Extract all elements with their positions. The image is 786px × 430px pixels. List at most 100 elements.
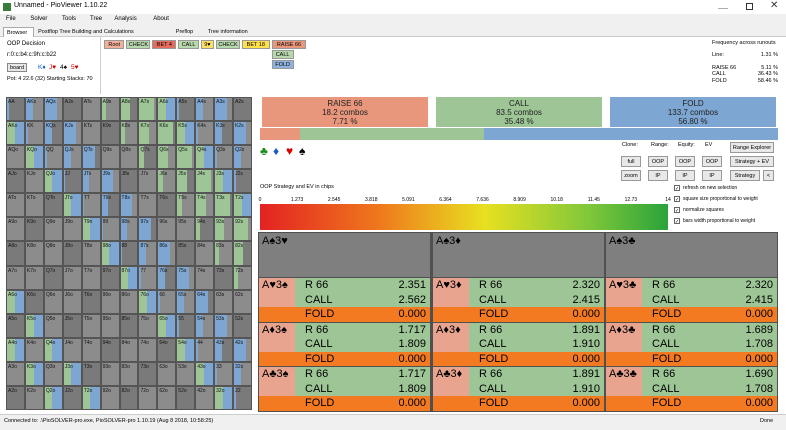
hand-cell[interactable]: 87o [119,265,139,290]
hand-name[interactable]: A♦3♠ [262,323,287,336]
tree-option[interactable]: CALL [271,50,294,59]
hand-cell[interactable]: 96s [157,217,177,242]
hand-cell[interactable]: 94s [195,217,215,242]
hand-cell[interactable]: QTs [81,145,101,170]
suit-filter[interactable]: ♣ [260,144,268,158]
hand-cell[interactable]: 85s [176,241,196,266]
hand-cell[interactable]: QTo [43,193,63,218]
hand-cell[interactable]: 95s [176,217,196,242]
hand-cell[interactable]: 65s [176,289,196,314]
hand-cell[interactable]: A6o [6,289,25,314]
hand-cell[interactable]: 65o [157,313,177,338]
hand-name[interactable]: A♦3♣ [609,323,636,336]
hand-cell[interactable]: QQ [43,145,63,170]
hand-cell[interactable]: AQs [43,97,63,122]
hand-cell[interactable]: T5o [81,313,101,338]
hand-cell[interactable]: 62s [233,289,252,314]
hand-cell[interactable]: 73s [214,265,234,290]
hand-cell[interactable]: Q4o [43,337,63,362]
hand-cell[interactable]: 93s [214,217,234,242]
hand-cell[interactable]: 75s [176,265,196,290]
hand-cell[interactable]: K7o [24,265,44,290]
checkbox[interactable]: ✓ [674,218,680,225]
hand-cell[interactable]: T4s [195,193,215,218]
button[interactable]: IP [702,170,722,181]
button[interactable]: Strategy + EV [730,156,774,167]
hand-cell[interactable]: J9s [100,169,120,194]
hand-cell[interactable]: KTs [81,121,101,146]
hand-cell[interactable]: KJo [24,169,44,194]
hand-cell[interactable]: T3o [81,361,101,386]
hand-cell[interactable]: T7o [81,265,101,290]
hand-cell[interactable]: A7s [138,97,158,122]
tree-node[interactable]: 9♥ [200,40,214,49]
hand-cell[interactable]: 93o [100,361,120,386]
hand-cell[interactable]: AKo [6,121,25,146]
hand-cell[interactable]: 98o [100,241,120,266]
hand-cell[interactable]: K3s [214,121,234,146]
tree-node[interactable]: CHECK [216,40,240,49]
hand-cell[interactable]: T2s [233,193,252,218]
hand-cell[interactable]: 62o [157,385,177,410]
hand-cell[interactable]: Q5o [43,313,63,338]
hand-cell[interactable]: 97s [138,217,158,242]
hand-cell[interactable]: 32s [233,361,252,386]
hand-cell[interactable]: 99 [100,217,120,242]
hand-cell[interactable]: K7s [138,121,158,146]
hand-cell[interactable]: 43o [195,361,215,386]
hand-cell[interactable]: 85o [119,313,139,338]
close-button[interactable]: ✕ [770,0,779,11]
tree-node[interactable]: BET 18 [242,40,270,49]
tab[interactable]: Browser [3,27,35,37]
hand-cell[interactable]: K6o [24,289,44,314]
hand-cell[interactable]: J5o [62,313,82,338]
hand-cell[interactable]: T8s [119,193,139,218]
hand-cell[interactable]: Q7s [138,145,158,170]
button[interactable]: zoom [621,170,641,181]
hand-cell[interactable]: 63o [157,361,177,386]
button[interactable]: Strategy [730,170,760,181]
hand-cell[interactable]: T6o [81,289,101,314]
button[interactable]: OOP [675,156,695,167]
hand-cell[interactable]: A9s [100,97,120,122]
menu-item[interactable]: Tree [90,16,103,22]
hand-cell[interactable]: K3o [24,361,44,386]
button[interactable]: Range Explorer [730,142,774,153]
hand-cell[interactable]: J8s [119,169,139,194]
tab[interactable]: Tree information [207,29,248,35]
minimize-button[interactable] [718,5,728,9]
hand-cell[interactable]: ATs [81,97,101,122]
hand-cell[interactable]: J4o [62,337,82,362]
hand-cell[interactable]: 52o [176,385,196,410]
hand-cell[interactable]: 94o [100,337,120,362]
hand-cell[interactable]: 86o [119,289,139,314]
hand-cell[interactable]: K5o [24,313,44,338]
hand-cell[interactable]: Q6o [43,289,63,314]
hand-cell[interactable]: 83o [119,361,139,386]
hand-cell[interactable]: 72s [233,265,252,290]
hand-cell[interactable]: 66 [157,289,177,314]
hand-cell[interactable]: A8s [119,97,139,122]
maximize-button[interactable] [746,3,753,10]
hand-cell[interactable]: Q3o [43,361,63,386]
hand-cell[interactable]: 42o [195,385,215,410]
hand-cell[interactable]: A3o [6,361,25,386]
button[interactable]: IP [648,170,668,181]
hand-cell[interactable]: Q2s [233,145,252,170]
hand-cell[interactable]: 77 [138,265,158,290]
hand-cell[interactable]: AJs [62,97,82,122]
tree-node[interactable]: Root [104,40,125,49]
hand-cell[interactable]: J4s [195,169,215,194]
suit-filter[interactable]: ♠ [299,144,306,158]
hand-cell[interactable]: J3s [214,169,234,194]
menu-item[interactable]: File [6,16,16,22]
hand-cell[interactable]: J7s [138,169,158,194]
hand-cell[interactable]: 95o [100,313,120,338]
hand-cell[interactable]: 54s [195,313,215,338]
hand-cell[interactable]: 64o [157,337,177,362]
tab[interactable]: Preflop [175,29,194,35]
hand-cell[interactable]: 33 [214,361,234,386]
hand-cell[interactable]: KQs [43,121,63,146]
hand-cell[interactable]: 53s [214,313,234,338]
hand-cell[interactable]: T6s [157,193,177,218]
